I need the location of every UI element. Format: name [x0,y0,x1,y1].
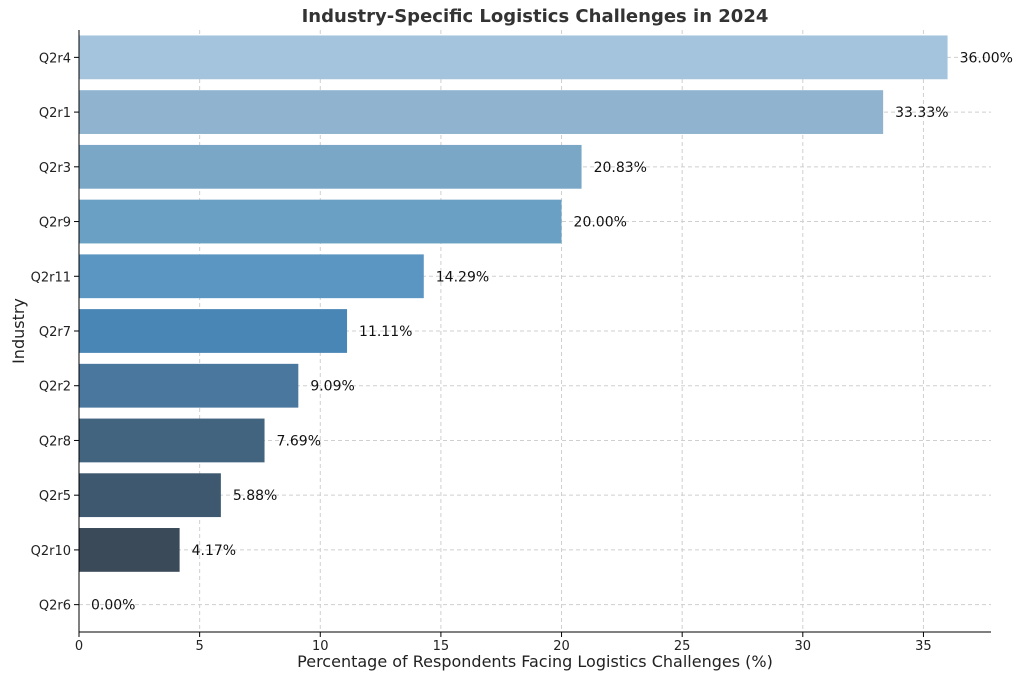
y-axis-tick-labels: Q2r4 Q2r1 Q2r3 Q2r9 Q2r11 Q2r7 Q2r2 Q2r8 Q2r5 Q2r… [31,51,79,614]
x-tick-label: 15 [433,639,450,654]
y-tick-label-q2r7: Q2r7 [39,325,71,340]
bar-q2r8 [79,418,265,463]
x-tick-label: 0 [75,639,83,654]
data-label-q2r9: 20.00% [574,215,627,231]
y-tick-label-q2r6: Q2r6 [39,599,71,614]
y-tick-label-q2r8: Q2r8 [39,434,71,449]
data-label-q2r5: 5.88% [233,488,277,504]
bar-q2r9 [79,199,562,244]
y-tick-label-q2r10: Q2r10 [31,544,71,559]
bar-q2r4 [79,35,948,80]
data-labels: 36.00% 33.33% 20.83% 20.00% 14.29% 11.11% 9.09… [91,50,1013,613]
x-axis-title: Percentage of Respondents Facing Logisti… [297,652,773,671]
bar-q2r11 [79,254,424,299]
data-label-q2r7: 11.11% [359,324,412,340]
x-tick-label: 35 [915,639,932,654]
bar-q2r3 [79,144,582,189]
y-axis-title: Industry [9,298,28,364]
y-tick-label-q2r5: Q2r5 [39,489,71,504]
data-label-q2r6: 0.00% [91,598,135,614]
y-tick-label-q2r3: Q2r3 [39,161,71,176]
chart-title: Industry-Specific Logistics Challenges i… [302,6,769,27]
y-tick-label-q2r4: Q2r4 [39,51,71,66]
data-label-q2r4: 36.00% [960,50,1013,66]
bar-q2r2 [79,363,299,408]
bar-q2r5 [79,473,221,518]
x-tick-label: 30 [795,639,812,654]
bar-q2r10 [79,528,180,572]
y-tick-label-q2r11: Q2r11 [31,270,71,285]
bars [79,35,948,572]
data-label-q2r3: 20.83% [594,160,647,176]
bar-q2r1 [79,90,884,134]
y-tick-label-q2r9: Q2r9 [39,216,71,231]
data-label-q2r10: 4.17% [192,543,236,559]
bar-q2r7 [79,309,348,353]
x-axis-tick-labels: 0 5 10 15 20 25 30 35 [75,632,932,654]
x-tick-label: 5 [195,639,203,654]
x-tick-label: 20 [553,639,570,654]
x-tick-label: 25 [674,639,691,654]
y-tick-label-q2r1: Q2r1 [39,106,71,121]
x-tick-label: 10 [312,639,329,654]
data-label-q2r1: 33.33% [895,105,948,121]
data-label-q2r8: 7.69% [277,433,321,449]
data-label-q2r11: 14.29% [436,269,489,285]
data-label-q2r2: 9.09% [310,379,354,395]
y-tick-label-q2r2: Q2r2 [39,380,71,395]
